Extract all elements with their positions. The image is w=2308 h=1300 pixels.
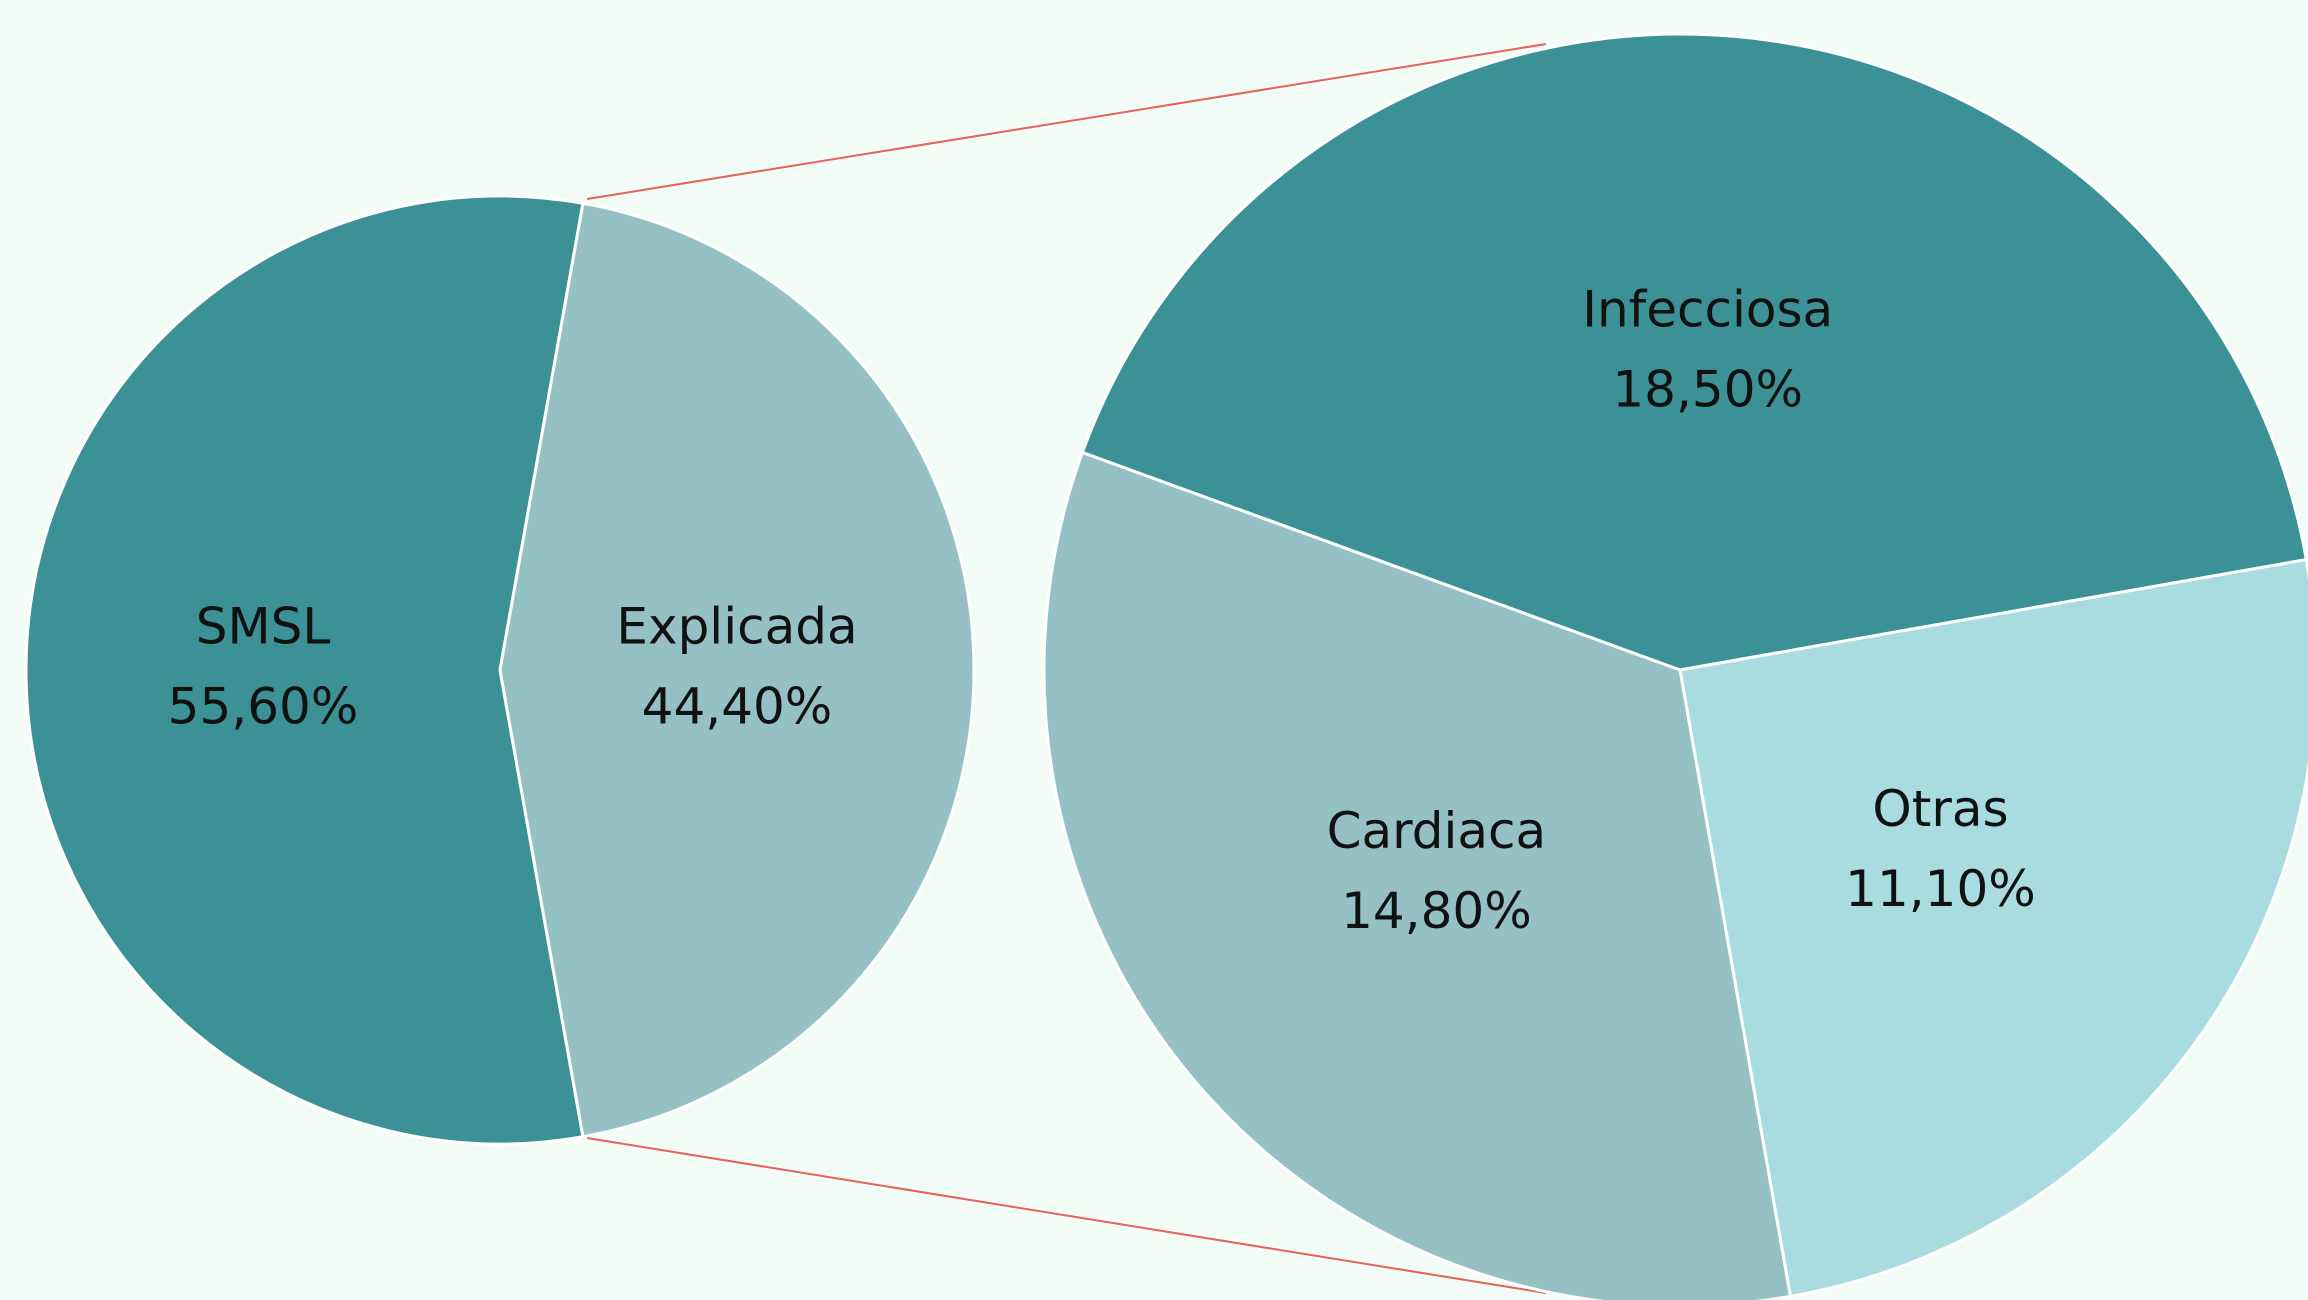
slice-label: Explicada bbox=[616, 598, 857, 656]
pie-slice bbox=[1678, 557, 2308, 1299]
slice-label: Infecciosa bbox=[1582, 281, 1833, 339]
slice-label: Cardiaca bbox=[1327, 802, 1547, 860]
slice-value-label: 55,60% bbox=[168, 678, 359, 736]
connector-line bbox=[586, 43, 1547, 200]
slice-value-label: 14,80% bbox=[1341, 882, 1532, 940]
pie-slice bbox=[498, 201, 976, 1139]
slice-label: Otras bbox=[1872, 780, 2008, 838]
connector-line bbox=[586, 1137, 1547, 1294]
slice-label: SMSL bbox=[196, 598, 331, 656]
pie-slice bbox=[24, 194, 585, 1146]
pie-slice bbox=[1042, 450, 1793, 1300]
pie-slice bbox=[1080, 32, 2308, 672]
slice-value-label: 18,50% bbox=[1612, 361, 1803, 419]
slice-value-label: 11,10% bbox=[1845, 860, 2036, 918]
slice-value-label: 44,40% bbox=[642, 678, 833, 736]
